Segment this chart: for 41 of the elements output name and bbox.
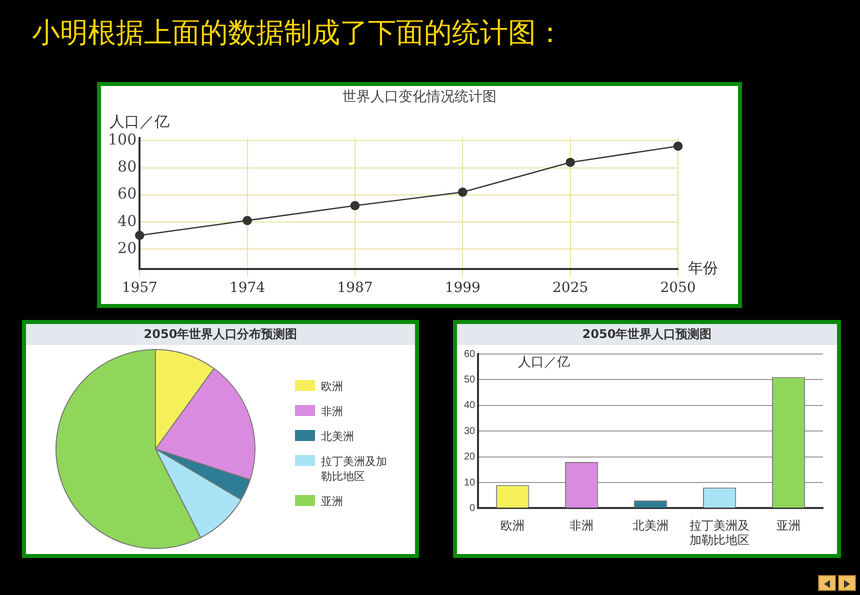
y-tick-label: 10 — [464, 477, 476, 488]
point — [242, 216, 252, 226]
x-tick-label: 欧洲 — [500, 518, 525, 533]
y-tick-label: 20 — [118, 238, 137, 257]
text: 小明根据上面的数据制成了下面的统计图： — [32, 15, 564, 51]
legend-label: 拉丁美洲及加勒比地区 — [321, 454, 387, 484]
y-tick-label: 100 — [108, 130, 137, 149]
x-tick-label: 2025 — [552, 280, 588, 296]
x-tick-label: 1999 — [444, 280, 480, 296]
y-tick-label: 0 — [470, 502, 476, 514]
legend-label: 亚洲 — [321, 494, 344, 509]
point — [350, 200, 360, 210]
x-tick-label: 亚洲 — [776, 518, 801, 533]
legend-label: 北美洲 — [321, 429, 355, 444]
y-tick-label: 80 — [118, 158, 137, 176]
x-tick-label: 2050 — [660, 280, 696, 296]
x-axis-title: 年份 — [688, 259, 718, 278]
y-tick-label: 50 — [464, 374, 476, 386]
y-tick-label: 20 — [464, 452, 476, 463]
chart-title: 世界人口变化情况统计图 — [342, 88, 498, 107]
y-tick-label: 40 — [464, 400, 476, 412]
legend-label: 非洲 — [321, 404, 344, 419]
point — [458, 187, 468, 197]
chart-title: 2050年世界人口分布预测图 — [26, 324, 415, 345]
y-tick-label: 60 — [118, 184, 137, 203]
point — [134, 230, 144, 240]
y-axis-title: 人口／亿 — [110, 112, 170, 130]
x-tick-label: 北美洲 — [632, 518, 669, 533]
x-tick-label: 1974 — [229, 280, 266, 296]
y-tick-label: 60 — [464, 348, 476, 360]
point — [566, 158, 575, 167]
chart-title: 2050年世界人口预测图 — [457, 324, 837, 345]
y-axis-title: 人口／亿 — [518, 354, 570, 370]
y-tick-label: 40 — [118, 212, 137, 230]
point — [673, 141, 683, 151]
x-tick-label: 拉丁美洲及加勒比地区 — [690, 518, 750, 548]
x-tick-label: 1987 — [337, 280, 373, 296]
x-tick-label: 非洲 — [570, 518, 594, 533]
x-tick-label: 1957 — [122, 280, 158, 296]
legend-label: 欧洲 — [321, 379, 344, 394]
y-tick-label: 30 — [464, 426, 476, 437]
